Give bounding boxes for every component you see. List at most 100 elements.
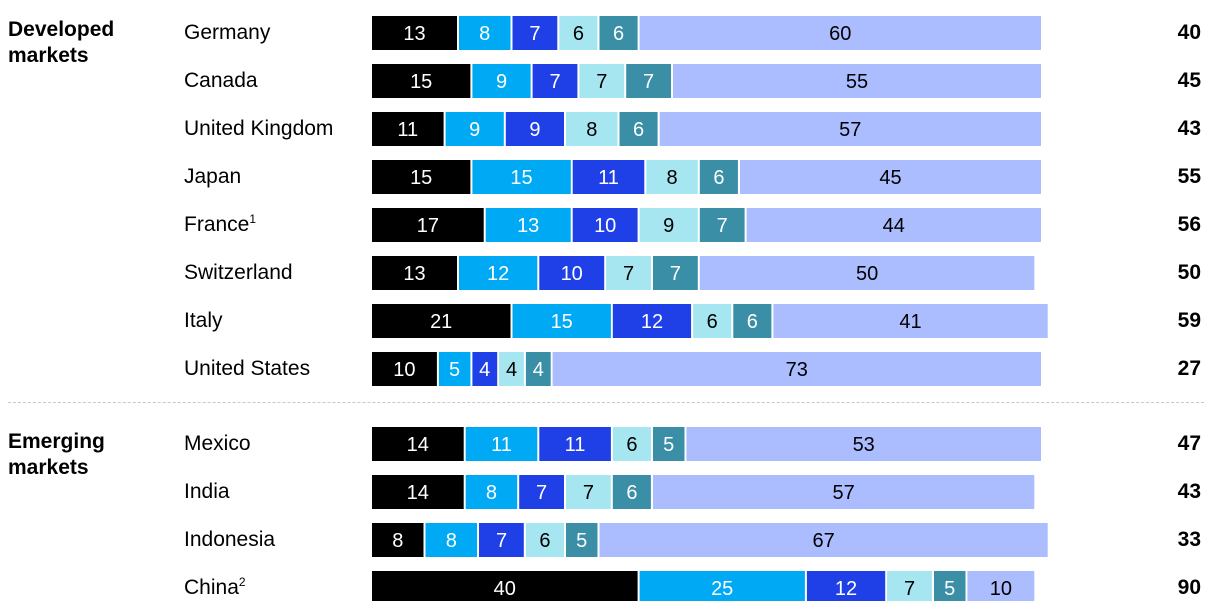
segment-value-label: 7: [496, 530, 507, 552]
bar-segment-canada-6: [673, 64, 1041, 98]
segment-value-label: 15: [410, 167, 432, 189]
segment-value-label: 13: [403, 263, 425, 285]
segment-value-label: 53: [853, 434, 875, 456]
bar-segment-japan-2: [472, 160, 571, 194]
bar-segment-switzerland-2: [459, 256, 538, 290]
segment-value-label: 7: [529, 23, 540, 45]
bar-segment-mexico-6: [686, 427, 1041, 461]
segment-value-label: 15: [410, 71, 432, 93]
segment-value-label: 7: [623, 263, 634, 285]
segment-value-label: 6: [633, 119, 644, 141]
country-name: France: [184, 213, 250, 236]
country-name: United Kingdom: [184, 117, 334, 140]
bar-segment-united-states-6: [552, 352, 1041, 386]
bar-segment-switzerland-4: [606, 256, 651, 290]
segment-value-label: 17: [417, 215, 439, 237]
segment-value-label: 10: [594, 215, 616, 237]
country-name: Canada: [184, 69, 258, 92]
bar-segment-switzerland-5: [653, 256, 698, 290]
country-label-indonesia: Indonesia: [184, 523, 275, 557]
country-name: India: [184, 480, 230, 503]
bar-segment-germany-2: [459, 16, 511, 50]
total-value-japan: 55: [1177, 165, 1201, 188]
bar-segment-china-3: [806, 571, 886, 601]
country-name: Japan: [184, 165, 242, 188]
bar-segment-italy-3: [612, 304, 692, 338]
bar-segment-indonesia-2: [425, 523, 477, 557]
country-label-italy: Italy: [184, 304, 223, 338]
country-name: Mexico: [184, 432, 251, 455]
country-name: Germany: [184, 21, 271, 44]
segment-value-label: 9: [496, 71, 507, 93]
total-value-united-states: 27: [1177, 357, 1201, 380]
segment-value-label: 14: [407, 434, 429, 456]
segment-value-label: 9: [663, 215, 674, 237]
bar-segment-france-5: [699, 208, 745, 242]
segment-value-label: 57: [832, 482, 854, 504]
bar-segment-china-1: [372, 571, 638, 601]
bar-segment-mexico-1: [372, 427, 464, 461]
bar-segment-united-states-4: [499, 352, 524, 386]
segment-value-label: 15: [510, 167, 532, 189]
segment-value-label: 7: [536, 482, 547, 504]
country-name: Italy: [184, 309, 223, 332]
bar-segment-indonesia-1: [372, 523, 424, 557]
segment-value-label: 14: [407, 482, 429, 504]
country-label-canada: Canada: [184, 64, 258, 98]
group-label-emerging-markets: Emerging markets: [8, 430, 105, 479]
segment-value-label: 15: [551, 311, 573, 333]
country-label-united-kingdom: United Kingdom: [184, 112, 333, 146]
country-label-china: China2: [184, 571, 246, 605]
country-label-japan: Japan: [184, 160, 241, 194]
bar-segment-italy-4: [693, 304, 732, 338]
country-name: Switzerland: [184, 261, 293, 284]
footnote-marker: 1: [249, 212, 257, 226]
bar-segment-united-kingdom-6: [659, 112, 1041, 146]
footnote-marker: 2: [238, 575, 246, 589]
segment-value-label: 7: [583, 482, 594, 504]
segment-value-label: 7: [643, 71, 654, 93]
bar-segment-mexico-3: [539, 427, 611, 461]
bar-segment-canada-3: [532, 64, 578, 98]
segment-value-label: 9: [469, 119, 480, 141]
segment-value-label: 8: [666, 167, 677, 189]
bar-segment-india-3: [519, 475, 564, 509]
segment-value-label: 13: [403, 23, 425, 45]
segment-value-label: 6: [713, 167, 724, 189]
segment-value-label: 4: [533, 359, 544, 381]
bar-segment-france-6: [746, 208, 1041, 242]
segment-value-label: 50: [856, 263, 878, 285]
bar-segment-india-5: [612, 475, 651, 509]
bar-segment-india-6: [653, 475, 1035, 509]
segment-value-label: 10: [393, 359, 415, 381]
segment-value-label: 10: [990, 578, 1012, 600]
total-value-united-kingdom: 43: [1177, 117, 1201, 140]
bar-segment-mexico-4: [612, 427, 651, 461]
segment-value-label: 6: [573, 23, 584, 45]
segment-value-label: 8: [446, 530, 457, 552]
segment-value-label: 5: [576, 530, 587, 552]
segment-value-label: 8: [479, 23, 490, 45]
bar-segment-japan-3: [572, 160, 645, 194]
segment-value-label: 44: [883, 215, 905, 237]
segment-value-label: 21: [430, 311, 452, 333]
bar-segment-canada-5: [626, 64, 671, 98]
segment-value-label: 8: [392, 530, 403, 552]
segment-value-label: 13: [517, 215, 539, 237]
segment-value-label: 10: [561, 263, 583, 285]
bar-segment-germany-4: [559, 16, 598, 50]
bar-segment-canada-2: [472, 64, 531, 98]
bar-segment-japan-6: [740, 160, 1041, 194]
bar-segment-united-states-5: [525, 352, 551, 386]
segment-value-label: 11: [491, 434, 512, 456]
country-label-germany: Germany: [184, 16, 270, 50]
country-label-india: India: [184, 475, 230, 509]
bar-segment-italy-5: [733, 304, 772, 338]
bar-segment-united-kingdom-5: [619, 112, 658, 146]
bar-segment-india-2: [465, 475, 518, 509]
total-value-mexico: 47: [1177, 432, 1201, 455]
segment-value-label: 9: [529, 119, 540, 141]
segment-value-label: 40: [494, 578, 516, 600]
bar-segment-china-4: [887, 571, 932, 601]
